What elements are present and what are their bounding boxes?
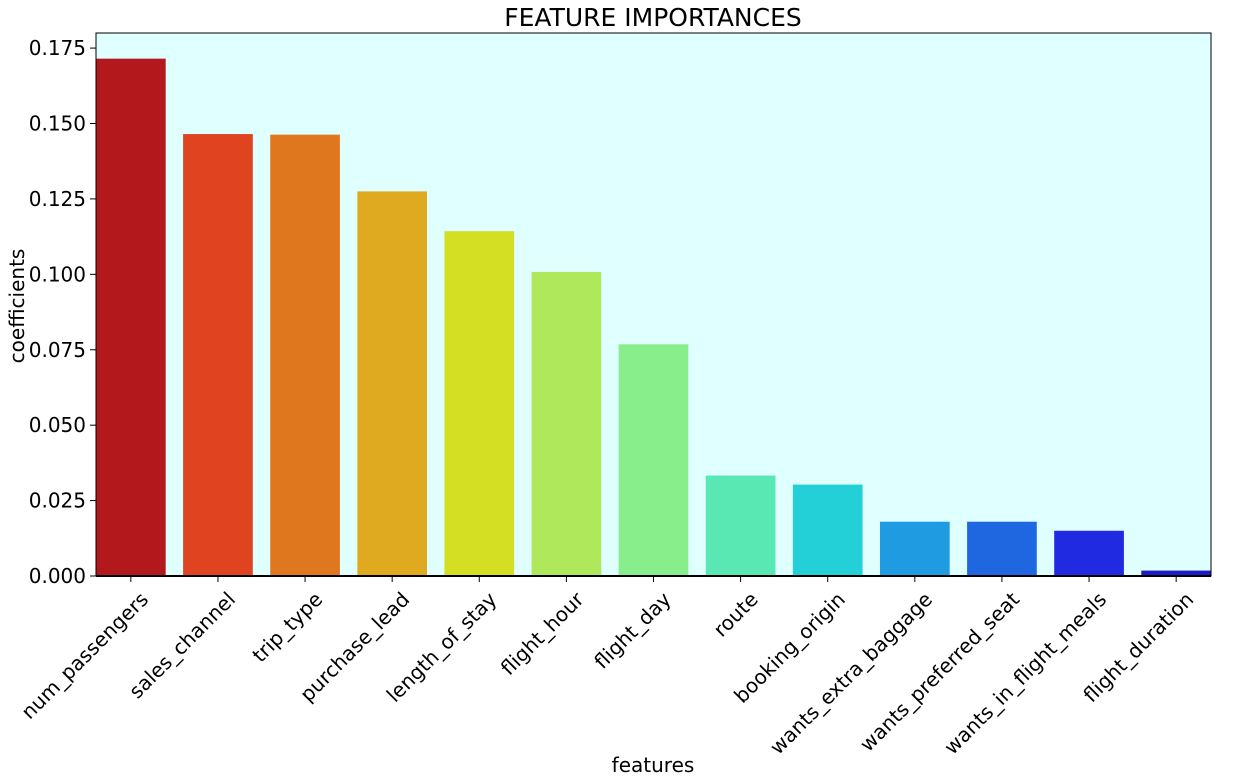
y-tick-label: 0.100 <box>29 262 86 286</box>
bar-wants-in-flight-meals <box>1054 530 1124 576</box>
y-axis-ticks: 0.000 0.025 0.050 0.075 0.100 0.125 0.150 0.175 <box>29 36 96 588</box>
bar-flight-day <box>618 344 689 576</box>
y-tick-label: 0.125 <box>29 187 86 211</box>
x-axis-label: features <box>612 753 695 777</box>
bar-flight-hour <box>531 271 602 576</box>
bar-num-passengers <box>96 58 166 576</box>
y-tick-label: 0.000 <box>29 564 86 588</box>
chart-title: FEATURE IMPORTANCES <box>504 3 802 32</box>
bars-group <box>96 58 1211 577</box>
bar-route <box>705 475 776 576</box>
bar-length-of-stay <box>444 231 515 576</box>
bar-sales-channel <box>183 134 253 576</box>
bar-wants-preferred-seat <box>967 521 1037 576</box>
bar-flight-duration <box>1141 570 1211 576</box>
y-tick-label: 0.175 <box>29 36 86 60</box>
bar-booking-origin <box>792 484 863 576</box>
y-tick-label: 0.150 <box>29 112 86 136</box>
y-tick-label: 0.025 <box>29 489 86 513</box>
y-axis-label: coefficients <box>5 249 29 364</box>
bar-trip-type <box>270 134 340 576</box>
bar-purchase-lead <box>357 191 428 577</box>
y-tick-label: 0.075 <box>29 338 86 362</box>
y-tick-label: 0.050 <box>29 413 86 437</box>
bar-wants-extra-baggage <box>879 521 950 576</box>
